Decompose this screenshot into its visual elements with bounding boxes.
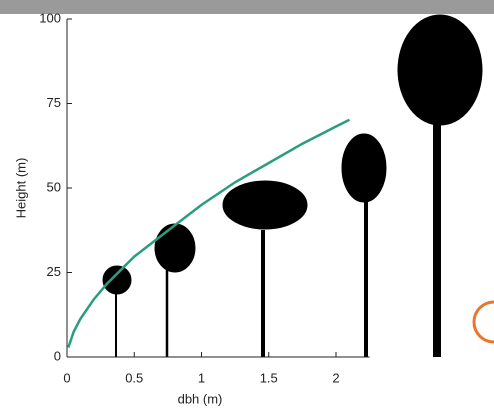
x-tick-label: 2 (332, 370, 339, 385)
top-strip (0, 0, 494, 14)
y-axis-label: Height (m) (13, 158, 28, 219)
y-tick-label: 100 (39, 10, 61, 25)
y-tick-label: 0 (54, 348, 61, 363)
x-tick-label: 0 (63, 370, 70, 385)
y-tick-label: 25 (47, 264, 61, 279)
y-tick-label: 50 (47, 179, 61, 194)
x-axis-label: dbh (m) (178, 391, 223, 406)
y-tick-label: 75 (47, 95, 61, 110)
decor-circle (472, 300, 494, 344)
fit-curve (67, 118, 351, 348)
x-tick-label: 1 (198, 370, 205, 385)
x-tick-label: 1.5 (260, 370, 278, 385)
tree-silhouettes (102, 14, 483, 357)
x-tick-label: 0.5 (125, 370, 143, 385)
